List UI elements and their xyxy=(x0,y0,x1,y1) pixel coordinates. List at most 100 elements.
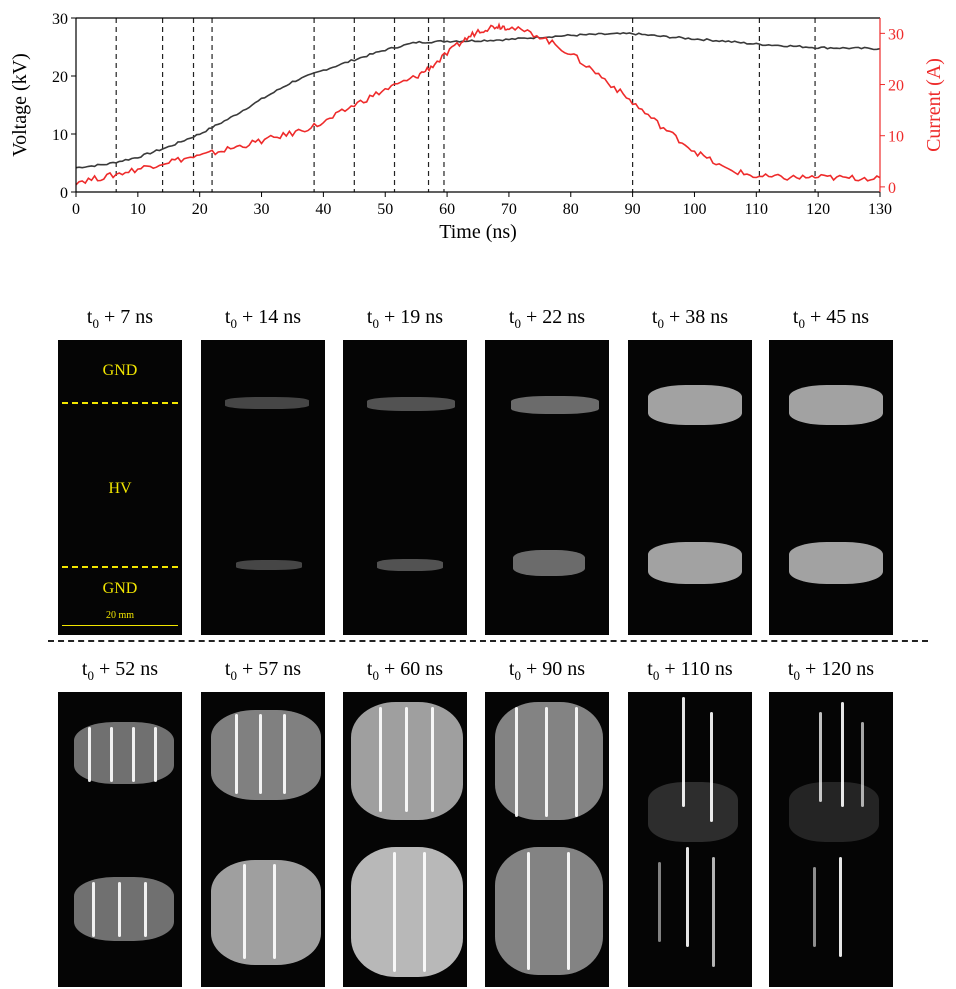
filament xyxy=(686,847,689,947)
filament xyxy=(243,864,246,959)
current-trace xyxy=(75,22,881,186)
frame-label-2: t0 + 14 ns xyxy=(224,306,302,331)
filament xyxy=(132,727,135,782)
image-panel-2 xyxy=(201,340,325,635)
filament xyxy=(527,852,530,970)
discharge-glow xyxy=(377,559,443,571)
filament xyxy=(682,697,685,807)
frame-label-5: t0 + 38 ns xyxy=(651,306,729,331)
y-right-tick-label: 10 xyxy=(888,129,904,146)
frame-label-10: t0 + 90 ns xyxy=(508,658,586,683)
filament xyxy=(710,712,713,822)
y-left-axis-title: Voltage (kV) xyxy=(9,53,31,157)
discharge-glow xyxy=(367,397,455,411)
discharge-glow xyxy=(648,542,742,584)
y-left-tick-label: 30 xyxy=(52,11,68,28)
discharge-glow xyxy=(789,542,883,584)
image-panel-3 xyxy=(343,340,467,635)
image-panel-9 xyxy=(343,692,467,987)
discharge-glow xyxy=(789,782,879,842)
filament xyxy=(712,857,715,967)
filament xyxy=(259,714,262,794)
filament xyxy=(405,707,408,812)
y-left-tick-label: 10 xyxy=(52,127,68,144)
y-right-tick-label: 20 xyxy=(888,78,904,95)
discharge-glow xyxy=(351,847,463,977)
filament xyxy=(110,727,113,782)
x-tick-label: 70 xyxy=(501,201,517,218)
discharge-glow xyxy=(648,782,738,842)
filament xyxy=(423,852,426,972)
x-tick-label: 40 xyxy=(315,201,331,218)
filament xyxy=(545,707,548,817)
filament xyxy=(575,707,578,817)
x-tick-label: 110 xyxy=(745,201,768,218)
discharge-glow xyxy=(513,550,585,576)
discharge-glow xyxy=(211,710,321,800)
filament xyxy=(819,712,822,802)
y-right-axis-title: Current (A) xyxy=(923,58,945,152)
filament xyxy=(154,727,157,782)
x-tick-label: 130 xyxy=(868,201,892,218)
x-tick-label: 10 xyxy=(130,201,146,218)
x-axis-title: Time (ns) xyxy=(439,221,517,243)
filament xyxy=(92,882,95,937)
discharge-glow xyxy=(236,560,302,570)
filament xyxy=(144,882,147,937)
scale-label: 20 mm xyxy=(105,610,135,621)
frame-label-9: t0 + 60 ns xyxy=(366,658,444,683)
x-tick-label: 100 xyxy=(682,201,706,218)
scale-bar xyxy=(62,625,178,626)
gnd-bottom-label: GND xyxy=(102,580,138,597)
electrode-line-bottom xyxy=(62,566,178,568)
y-left-tick-label: 0 xyxy=(60,185,68,202)
row-separator xyxy=(48,640,928,642)
frame-label-6: t0 + 45 ns xyxy=(792,306,870,331)
hv-label: HV xyxy=(108,480,132,497)
filament xyxy=(393,852,396,972)
x-tick-label: 80 xyxy=(563,201,579,218)
filament xyxy=(813,867,816,947)
filament xyxy=(515,707,518,817)
image-panel-4 xyxy=(485,340,609,635)
image-panel-5 xyxy=(628,340,752,635)
discharge-glow xyxy=(648,385,742,425)
x-tick-label: 20 xyxy=(192,201,208,218)
filament xyxy=(273,864,276,959)
frame-label-12: t0 + 120 ns xyxy=(787,658,875,683)
y-right-tick-label: 0 xyxy=(888,180,896,197)
frame-label-11: t0 + 110 ns xyxy=(647,658,733,683)
filament xyxy=(235,714,238,794)
frame-label-3: t0 + 19 ns xyxy=(366,306,444,331)
discharge-glow xyxy=(211,860,321,965)
x-tick-label: 50 xyxy=(377,201,393,218)
discharge-glow xyxy=(511,396,599,414)
x-tick-label: 90 xyxy=(625,201,641,218)
x-tick-label: 120 xyxy=(806,201,830,218)
frame-label-1: t0 + 7 ns xyxy=(86,306,154,331)
electrode-line-top xyxy=(62,402,178,404)
filament xyxy=(283,714,286,794)
image-panel-11 xyxy=(628,692,752,987)
image-panel-12 xyxy=(769,692,893,987)
x-tick-label: 0 xyxy=(72,201,80,218)
discharge-glow xyxy=(225,397,309,409)
image-panel-1: GND HV GND 20 mm xyxy=(58,340,182,635)
filament xyxy=(841,702,844,807)
filament xyxy=(839,857,842,957)
y-right-tick-label: 30 xyxy=(888,26,904,43)
filament xyxy=(88,727,91,782)
frame-label-7: t0 + 52 ns xyxy=(81,658,159,683)
filament xyxy=(658,862,661,942)
voltage-trace xyxy=(75,31,881,169)
discharge-glow xyxy=(789,385,883,425)
discharge-glow xyxy=(495,847,603,975)
x-tick-label: 30 xyxy=(254,201,270,218)
gnd-top-label: GND xyxy=(102,362,138,379)
y-left-tick-label: 20 xyxy=(52,69,68,86)
time-series-chart: 0 10 20 30 40 50 60 70 80 90 100 110 120 130 0 10 20 30 0 1… xyxy=(9,11,945,243)
image-panel-7 xyxy=(58,692,182,987)
frame-label-8: t0 + 57 ns xyxy=(224,658,302,683)
x-tick-label: 60 xyxy=(439,201,455,218)
discharge-glow xyxy=(495,702,603,820)
